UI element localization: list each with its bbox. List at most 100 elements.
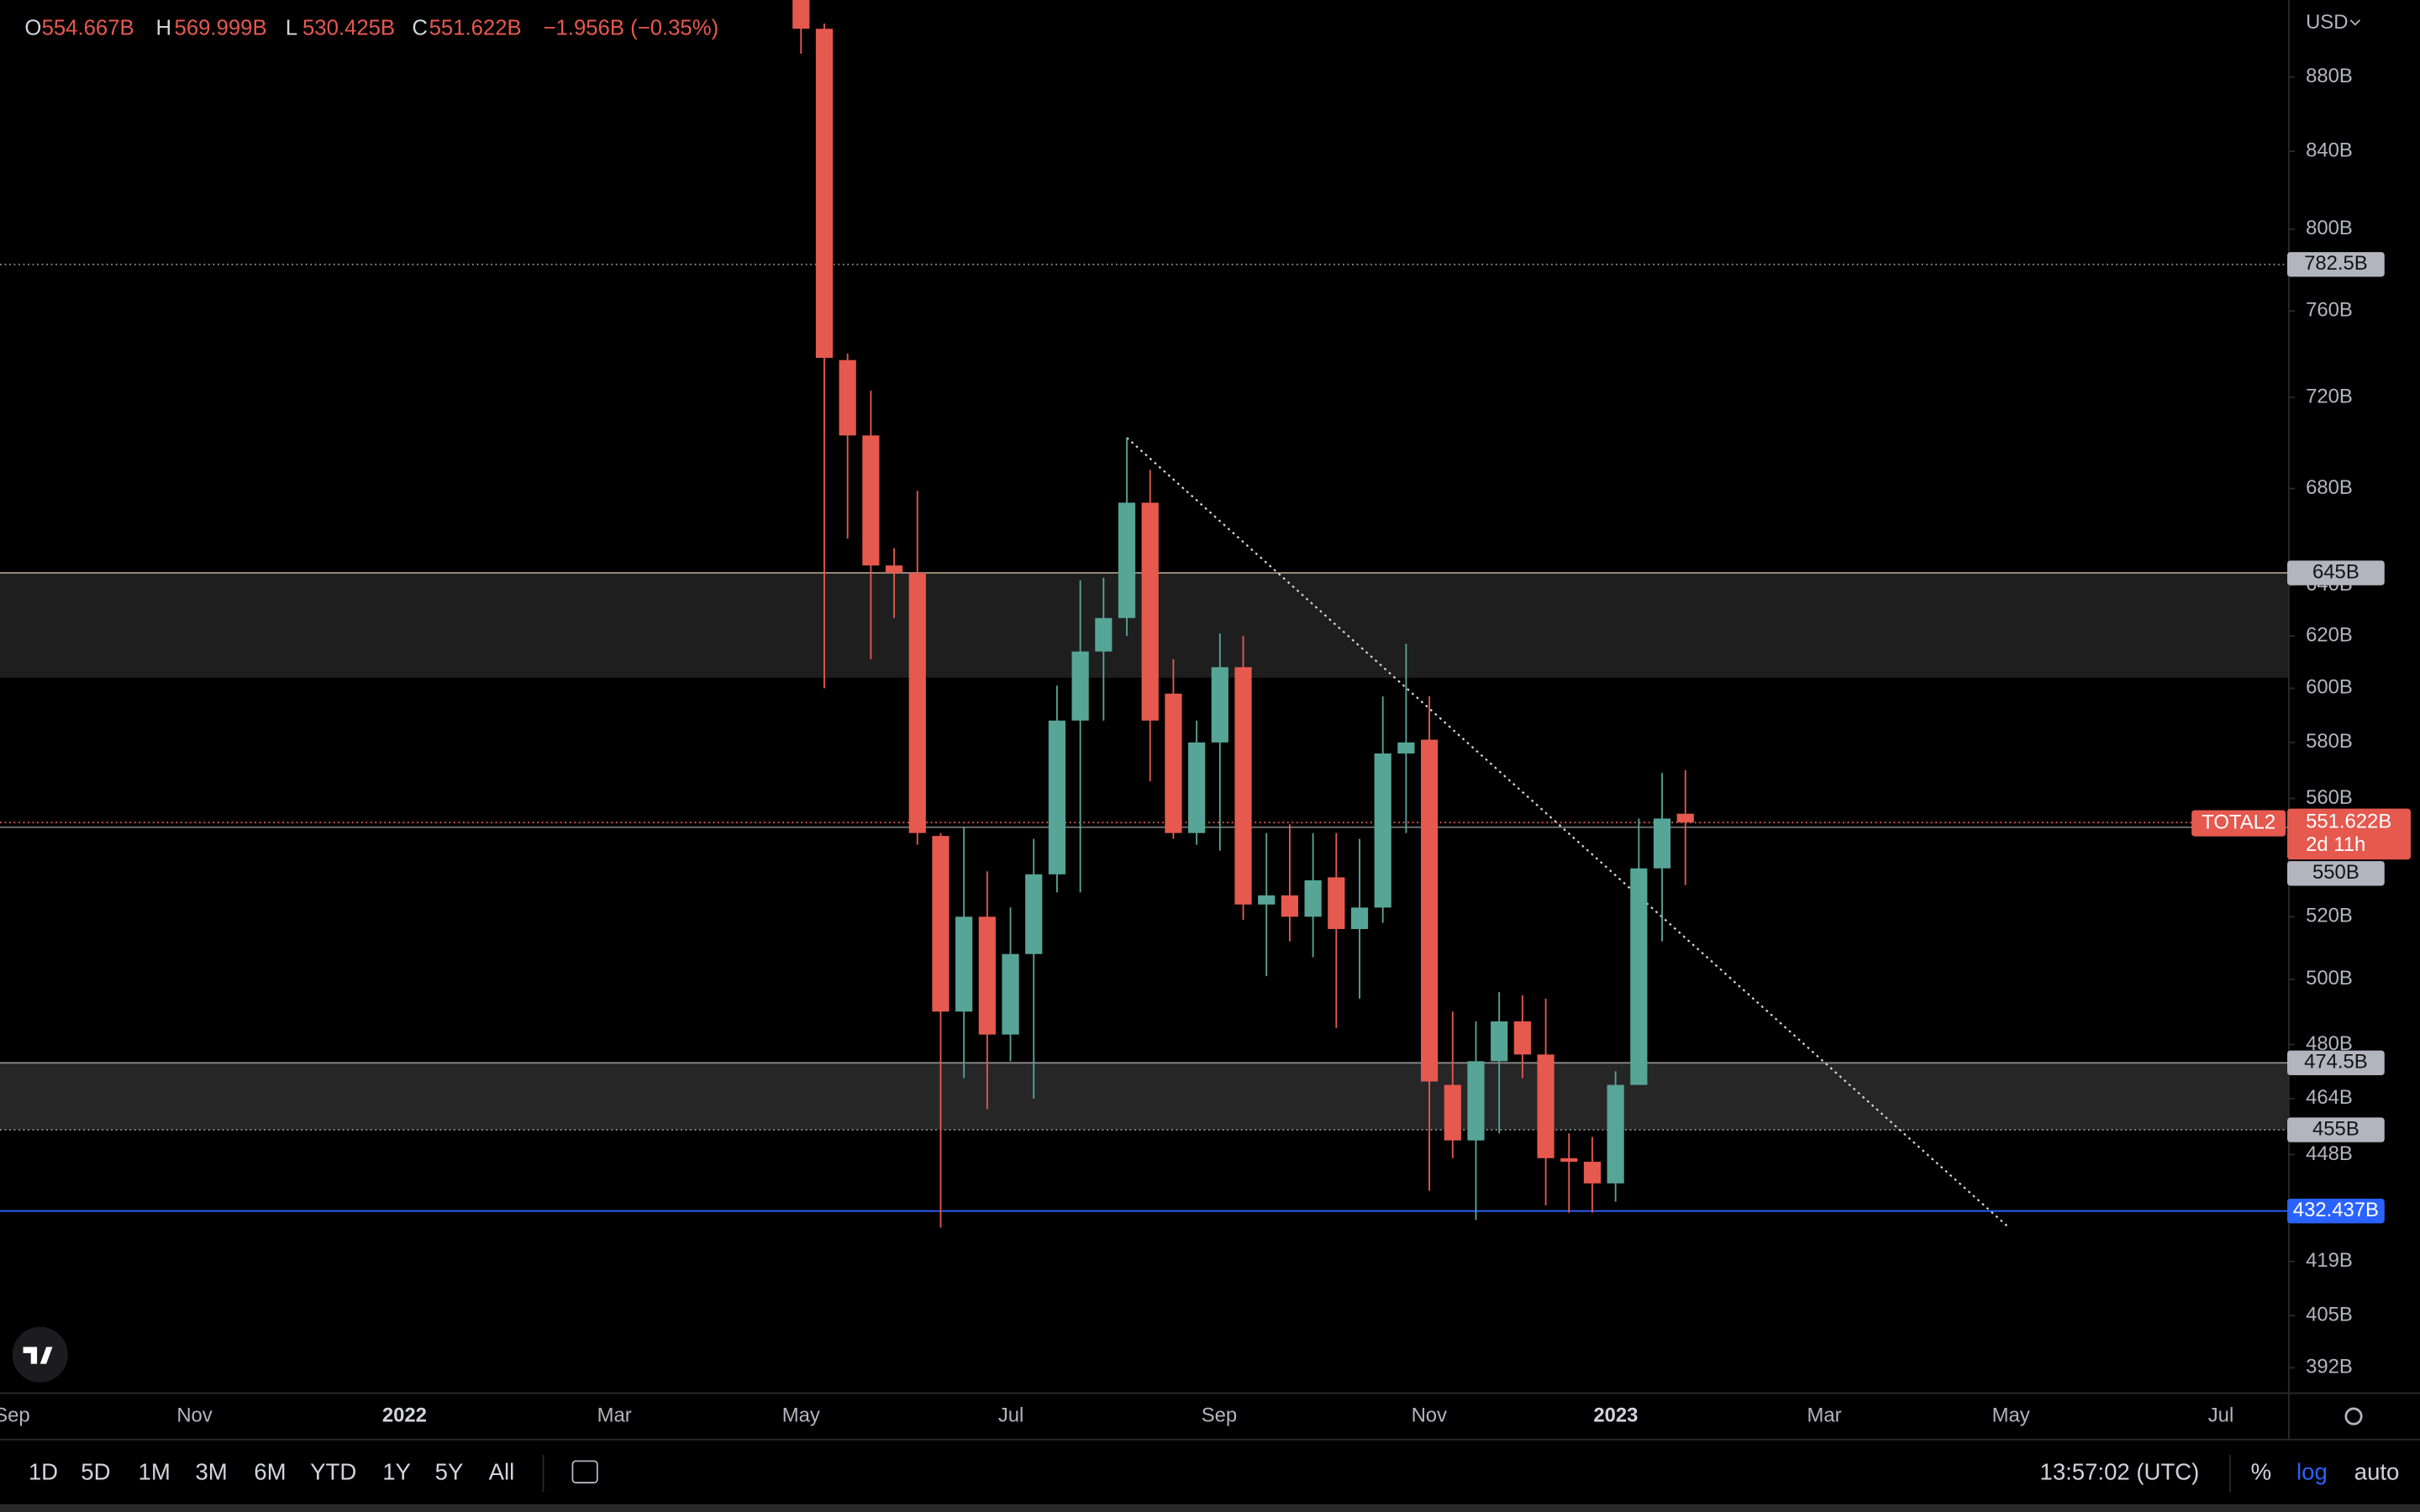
countdown: 2d 11h [2306, 833, 2365, 856]
calendar-icon[interactable] [571, 1460, 598, 1484]
range-button[interactable]: 3M [195, 1458, 227, 1484]
y-tick-label: 419B [2306, 1249, 2353, 1272]
candle-body [1304, 879, 1322, 917]
candle-body [1234, 667, 1252, 905]
y-tick-label: 840B [2306, 139, 2353, 161]
y-tick-label: 600B [2306, 676, 2353, 699]
y-tick-label: 880B [2306, 65, 2353, 87]
x-tick-label: Nov [176, 1404, 212, 1426]
candle-body [1281, 895, 1299, 917]
candle-body [1118, 502, 1136, 618]
plot-area [0, 0, 2289, 1229]
y-tick-label: 560B [2306, 786, 2353, 809]
ohlc-key: O [24, 17, 41, 40]
candle-body [1397, 742, 1415, 754]
y-tick-label: 464B [2306, 1086, 2353, 1109]
y-tick-label: 500B [2306, 967, 2353, 990]
candle-body [1560, 1158, 1578, 1163]
y-tick-label: 760B [2306, 299, 2353, 322]
x-tick-label: 2022 [382, 1404, 427, 1426]
ohlc-value: 530.425B [302, 17, 395, 40]
y-tick-label: 405B [2306, 1304, 2353, 1326]
auto-toggle[interactable]: auto [2354, 1458, 2400, 1484]
ohlc-value: 569.999B [175, 17, 267, 40]
level-label-box [2287, 1199, 2385, 1224]
level-label: 432.437B [2293, 1199, 2379, 1221]
candle-body [839, 360, 856, 436]
ohlc-change: −1.956B (−0.35%) [544, 17, 719, 40]
level-label: 782.5B [2304, 252, 2368, 275]
chevron-icon [2349, 19, 2361, 26]
range-button[interactable]: 5D [81, 1458, 110, 1484]
candle-body [1095, 617, 1113, 652]
zone [0, 1063, 2289, 1131]
x-tick-label: Sep [0, 1404, 30, 1426]
y-tick-label: 520B [2306, 905, 2353, 927]
candle-body [1491, 1021, 1508, 1062]
candle-body [978, 916, 996, 1035]
candle-body [1630, 868, 1648, 1085]
candle-body [1211, 667, 1228, 743]
candle-body [1607, 1084, 1624, 1184]
level-label: 455B [2312, 1117, 2360, 1140]
range-button[interactable]: 1Y [382, 1458, 411, 1484]
x-tick-label: Mar [1807, 1404, 1842, 1426]
x-tick-label: Jul [2208, 1404, 2234, 1426]
currency-button[interactable]: USD [2306, 11, 2348, 34]
x-tick-label: Mar [597, 1404, 632, 1426]
candle-body [815, 29, 834, 359]
y-tick-label: 448B [2306, 1142, 2353, 1165]
settings-icon[interactable] [2344, 1407, 2363, 1425]
y-tick-label: 620B [2306, 623, 2353, 646]
candle-body [792, 0, 810, 29]
candle-body [1420, 739, 1439, 1082]
candle-body [1653, 818, 1671, 869]
x-tick-label: 2023 [1593, 1404, 1638, 1426]
logo-mark [23, 1347, 53, 1364]
level-label-box [2287, 861, 2385, 886]
y-tick-label: 580B [2306, 730, 2353, 753]
level-label: 550B [2312, 861, 2360, 884]
y-tick-label: 680B [2306, 476, 2353, 499]
ohlc-key: C [412, 17, 428, 40]
log-toggle[interactable]: log [2296, 1458, 2328, 1484]
level-label: 645B [2312, 560, 2360, 583]
toolbar: 1D 5D 1M 3M 6M YTD 1Y 5Y All [29, 1458, 514, 1484]
ohlc-value: 551.622B [429, 17, 522, 40]
candle-body [908, 573, 926, 833]
candle-body [1258, 895, 1276, 905]
candle-body [862, 435, 880, 566]
logo[interactable] [12, 1326, 68, 1383]
candle-body [1328, 877, 1345, 930]
range-button[interactable]: 1M [139, 1458, 171, 1484]
candle-body [1165, 693, 1182, 833]
candle-body [1350, 907, 1369, 930]
candle-body [1141, 502, 1159, 721]
range-button[interactable]: YTD [310, 1458, 356, 1484]
candle-body [1537, 1054, 1555, 1158]
range-button[interactable]: 5Y [435, 1458, 464, 1484]
price-label-box [2287, 808, 2411, 860]
range-button[interactable]: All [489, 1458, 515, 1484]
range-button[interactable]: 6M [254, 1458, 286, 1484]
candle-body [1188, 742, 1206, 833]
candle-body [1071, 651, 1089, 721]
candle-body [1002, 953, 1019, 1035]
ohlc-value: 554.667B [42, 17, 134, 40]
x-tick-label: Sep [1202, 1404, 1237, 1426]
candle-body [1374, 753, 1392, 908]
series-name-box [2191, 810, 2286, 837]
bottom-strip [0, 1504, 2420, 1512]
legend-header: O 554.667B H 569.999B L 530.425B C 551.6… [24, 17, 718, 40]
range-button[interactable]: 1D [29, 1458, 58, 1484]
x-tick-label: Jul [998, 1404, 1023, 1426]
percent-toggle[interactable]: % [2251, 1458, 2272, 1484]
x-tick-label: Nov [1412, 1404, 1448, 1426]
axes: 392B405B419B448B464B480B500B520B560B580B… [0, 65, 2411, 1426]
y-tick-label: 800B [2306, 217, 2353, 239]
level-label-box [2287, 252, 2385, 277]
level-label-box [2287, 1117, 2385, 1142]
price-label: 551.622B [2306, 810, 2391, 832]
series-name: TOTAL2 [2202, 811, 2275, 833]
